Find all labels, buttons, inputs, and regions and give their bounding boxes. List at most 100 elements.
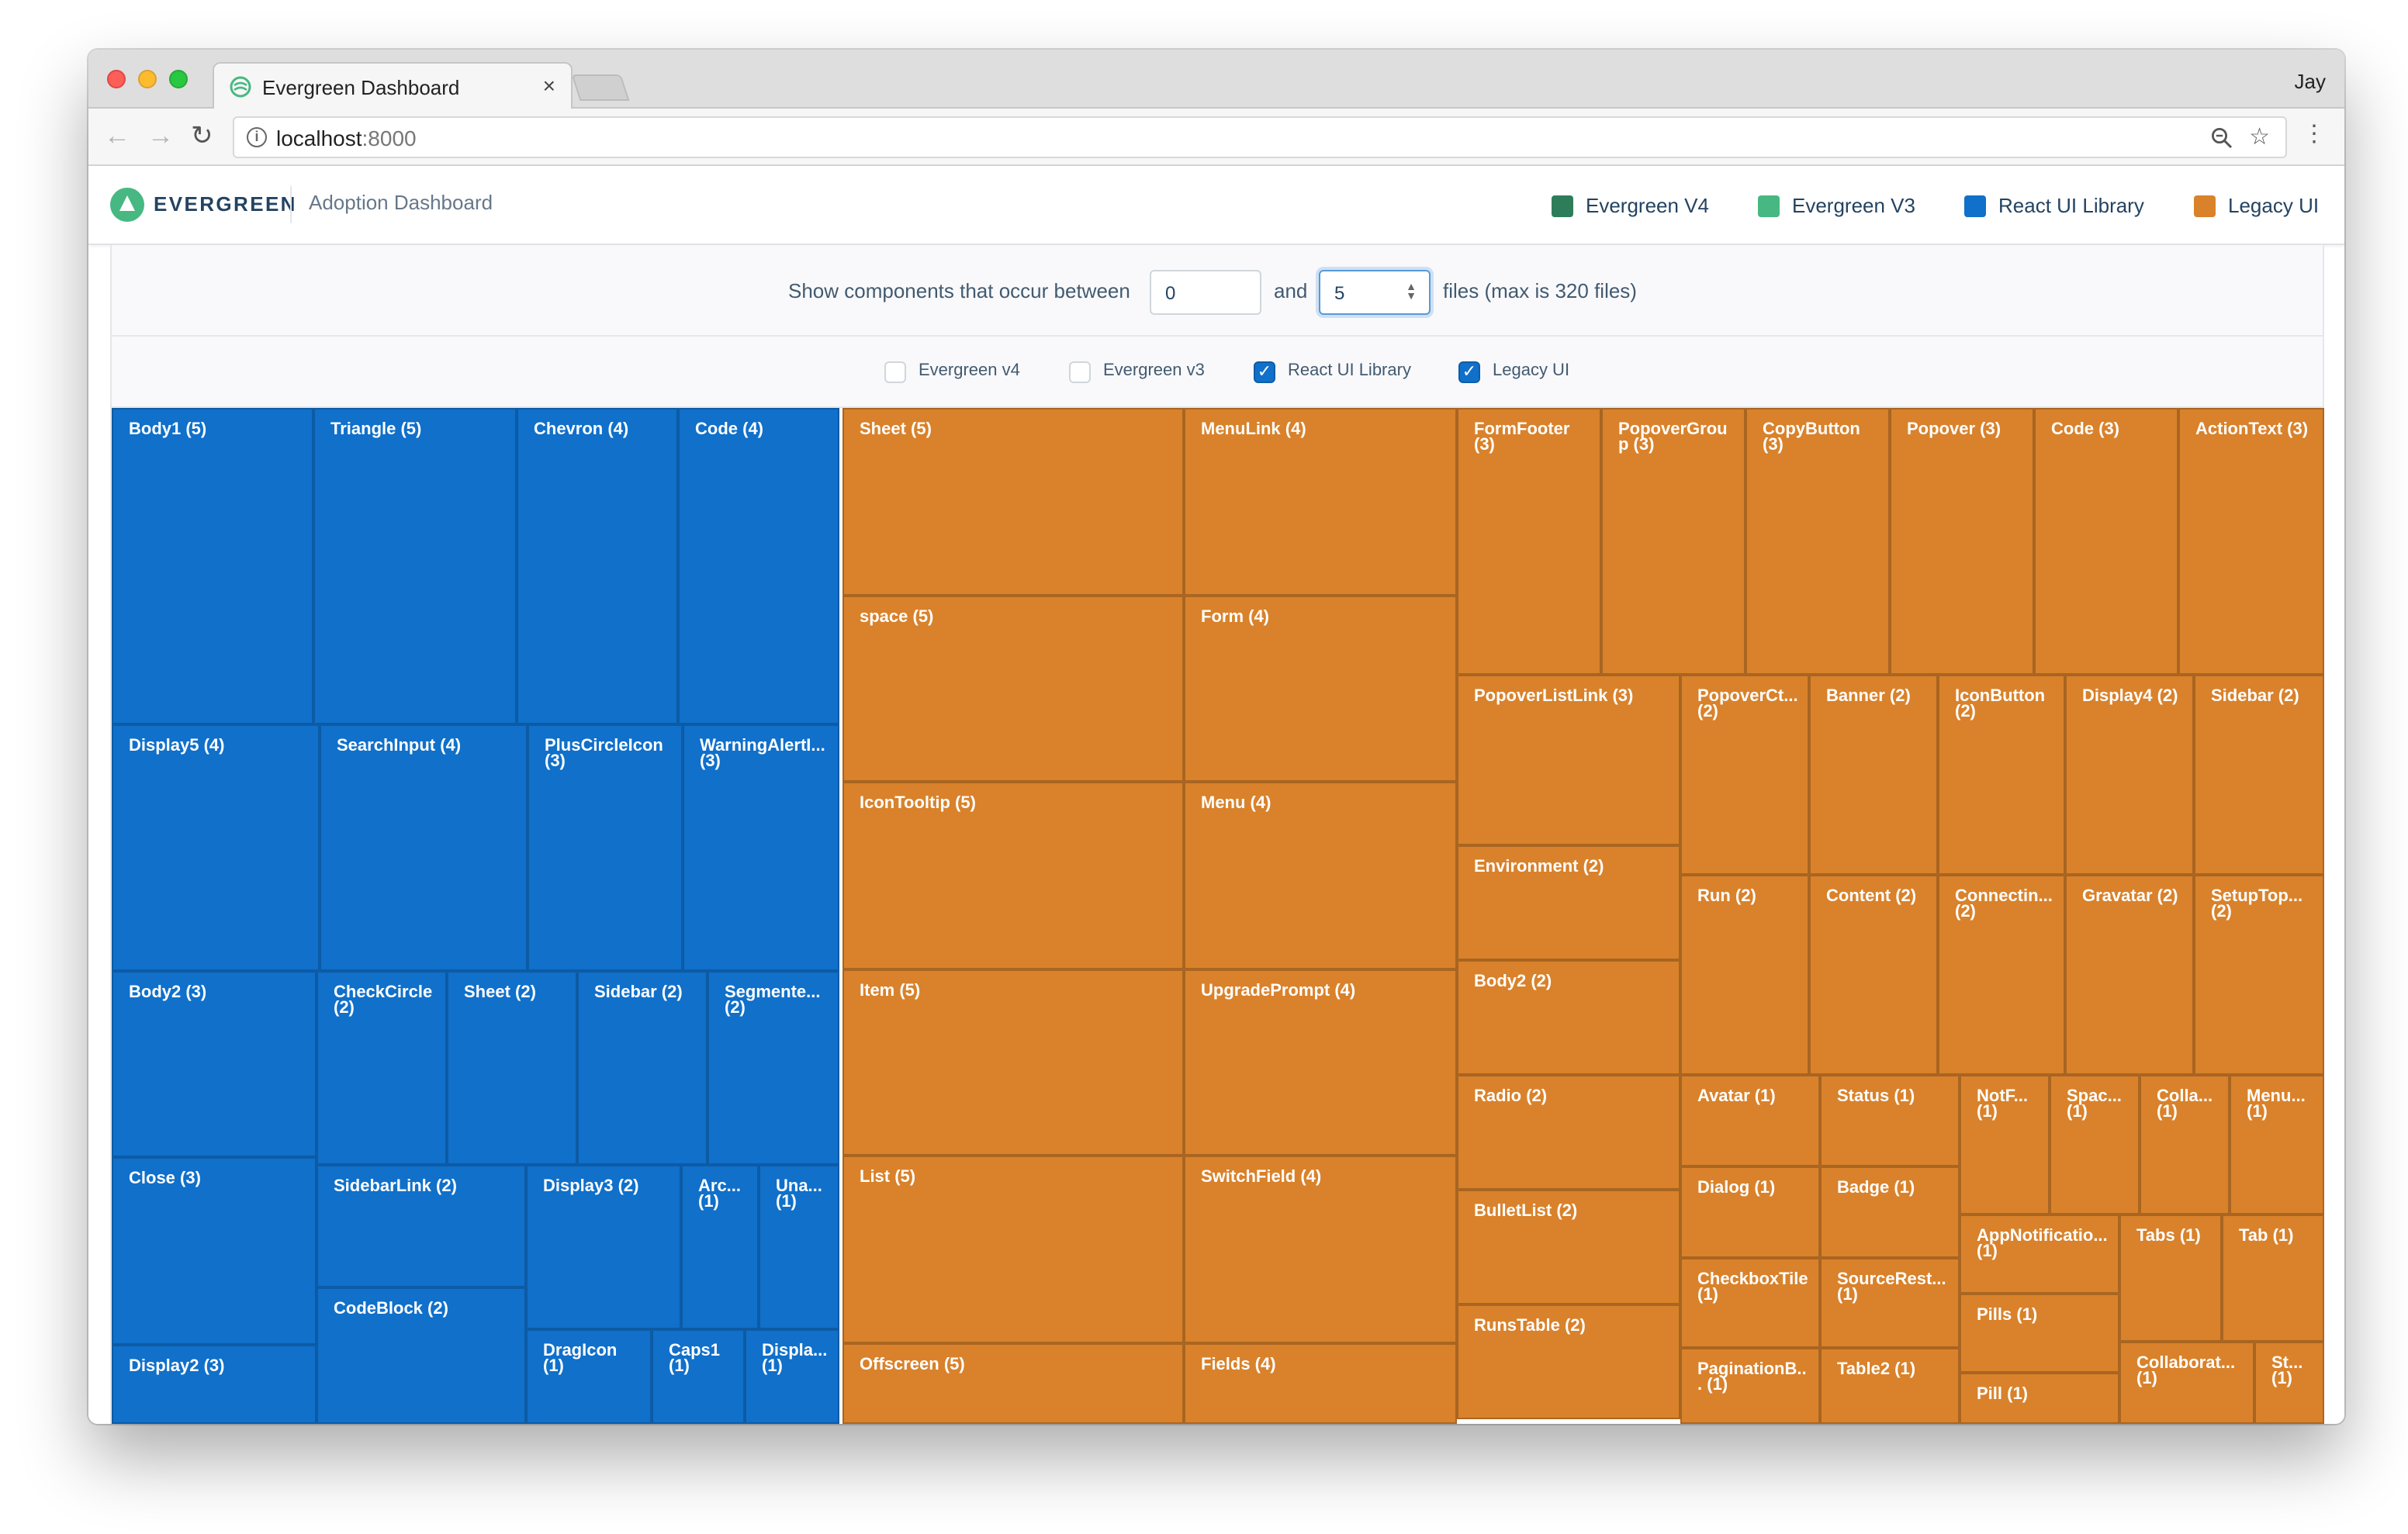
profile-name[interactable]: Jay [2294, 70, 2326, 93]
evergreen-logo-icon[interactable] [110, 188, 144, 222]
url-text[interactable]: localhost:8000 [276, 126, 417, 150]
treemap-cell[interactable]: Display5 (4) [112, 724, 320, 971]
zoom-icon[interactable] [2211, 127, 2233, 149]
treemap-cell[interactable]: Sheet (5) [842, 408, 1184, 596]
treemap-cell[interactable]: Colla... (1) [2140, 1075, 2230, 1214]
treemap-cell[interactable]: Status (1) [1820, 1075, 1960, 1166]
checkbox-box[interactable]: ✓ [1254, 361, 1275, 383]
treemap-cell[interactable]: SwitchField (4) [1184, 1156, 1457, 1343]
treemap-cell[interactable]: CodeBlock (2) [317, 1287, 526, 1424]
treemap-cell[interactable]: Connectin... (2) [1938, 875, 2065, 1075]
treemap-cell[interactable]: Environment (2) [1457, 845, 1680, 960]
treemap-cell[interactable]: Close (3) [112, 1157, 317, 1345]
treemap-cell[interactable]: Offscreen (5) [842, 1343, 1184, 1424]
treemap-cell[interactable]: Display4 (2) [2065, 675, 2194, 875]
checkbox-label[interactable]: Legacy UI [1493, 361, 1570, 380]
treemap-cell[interactable]: Banner (2) [1809, 675, 1938, 875]
treemap-cell[interactable]: IconButton (2) [1938, 675, 2065, 875]
spinner-icon[interactable]: ▲ ▼ [1406, 282, 1417, 302]
address-bar[interactable]: i localhost:8000 ☆ [233, 116, 2287, 158]
treemap-cell[interactable]: Body2 (3) [112, 971, 317, 1157]
treemap-cell[interactable]: Sheet (2) [447, 971, 577, 1165]
treemap-cell[interactable]: SidebarLink (2) [317, 1165, 526, 1287]
treemap-cell[interactable]: PopoverCt... (2) [1680, 675, 1809, 875]
treemap-cell[interactable]: PopoverListLink (3) [1457, 675, 1680, 845]
treemap-cell[interactable]: Sidebar (2) [2194, 675, 2324, 875]
info-icon[interactable]: i [247, 127, 267, 147]
treemap-cell[interactable]: Sidebar (2) [577, 971, 708, 1165]
treemap-cell[interactable]: MenuLink (4) [1184, 408, 1457, 596]
treemap-cell[interactable]: Fields (4) [1184, 1343, 1457, 1424]
treemap-cell[interactable]: UpgradePrompt (4) [1184, 969, 1457, 1156]
browser-menu-icon[interactable]: ⋮ [2302, 121, 2326, 147]
treemap-cell[interactable]: AppNotificatio... (1) [1960, 1214, 2119, 1294]
browser-tab[interactable]: Evergreen Dashboard × [213, 62, 573, 110]
treemap-cell[interactable]: Triangle (5) [313, 408, 517, 724]
treemap-cell[interactable]: RunsTable (2) [1457, 1304, 1680, 1419]
window-close-button[interactable] [107, 70, 126, 88]
checkbox-box[interactable] [884, 361, 906, 383]
treemap-cell[interactable]: PlusCircleIcon (3) [528, 724, 683, 971]
treemap-cell[interactable]: Display3 (2) [526, 1165, 681, 1329]
treemap-cell[interactable]: DragIcon (1) [526, 1329, 652, 1424]
treemap-cell[interactable]: BulletList (2) [1457, 1190, 1680, 1304]
treemap-cell[interactable]: Code (4) [678, 408, 839, 724]
treemap-cell[interactable]: Segmente... (2) [708, 971, 839, 1165]
treemap-cell[interactable]: Menu... (1) [2230, 1075, 2324, 1214]
treemap-cell[interactable]: Pill (1) [1960, 1373, 2119, 1424]
treemap-cell[interactable]: ActionText (3) [2178, 408, 2324, 675]
treemap-cell[interactable]: SourceRest... (1) [1820, 1258, 1960, 1348]
checkbox-label[interactable]: React UI Library [1288, 361, 1411, 380]
treemap-cell[interactable]: Dialog (1) [1680, 1166, 1820, 1258]
checkbox-label[interactable]: Evergreen v3 [1103, 361, 1205, 380]
treemap-cell[interactable]: Displa... (1) [745, 1329, 839, 1424]
treemap-cell[interactable]: WarningAlertI... (3) [683, 724, 839, 971]
treemap-cell[interactable]: List (5) [842, 1156, 1184, 1343]
treemap-cell[interactable]: Avatar (1) [1680, 1075, 1820, 1166]
bookmark-star-icon[interactable]: ☆ [2249, 124, 2270, 150]
window-minimize-button[interactable] [138, 70, 157, 88]
treemap-cell[interactable]: Caps1 (1) [652, 1329, 745, 1424]
checkbox-box[interactable]: ✓ [1458, 361, 1480, 383]
treemap-cell[interactable]: CopyButton (3) [1745, 408, 1890, 675]
treemap-cell[interactable]: Content (2) [1809, 875, 1938, 1075]
treemap-cell[interactable]: Run (2) [1680, 875, 1809, 1075]
brand-name[interactable]: EVERGREEN [154, 192, 297, 216]
treemap-cell[interactable]: space (5) [842, 596, 1184, 782]
treemap-cell[interactable]: SetupTop... (2) [2194, 875, 2324, 1075]
treemap-cell[interactable]: CheckboxTile (1) [1680, 1258, 1820, 1348]
treemap-cell[interactable]: PopoverGroup (3) [1601, 408, 1745, 675]
treemap-cell[interactable]: St... (1) [2254, 1342, 2324, 1424]
forward-arrow-icon[interactable]: → [147, 121, 174, 150]
treemap-cell[interactable]: PaginationB... (1) [1680, 1348, 1820, 1424]
treemap-cell[interactable]: Collaborat... (1) [2119, 1342, 2254, 1424]
treemap-cell[interactable]: FormFooter (3) [1457, 408, 1601, 675]
min-files-input[interactable]: 0 [1150, 270, 1261, 315]
treemap-cell[interactable]: Gravatar (2) [2065, 875, 2194, 1075]
treemap-cell[interactable]: SearchInput (4) [320, 724, 528, 971]
treemap-cell[interactable]: Menu (4) [1184, 782, 1457, 969]
treemap-cell[interactable]: Code (3) [2034, 408, 2178, 675]
checkbox-box[interactable] [1069, 361, 1091, 383]
reload-icon[interactable]: ↻ [191, 121, 213, 150]
tab-close-icon[interactable]: × [542, 73, 555, 98]
treemap-cell[interactable]: IconTooltip (5) [842, 782, 1184, 969]
checkbox-label[interactable]: Evergreen v4 [919, 361, 1020, 380]
treemap-cell[interactable]: Body2 (2) [1457, 960, 1680, 1075]
treemap-cell[interactable]: NotF... (1) [1960, 1075, 2050, 1214]
treemap-cell[interactable]: Body1 (5) [112, 408, 313, 724]
treemap-cell[interactable]: Badge (1) [1820, 1166, 1960, 1258]
treemap-cell[interactable]: CheckCircle (2) [317, 971, 447, 1165]
window-maximize-button[interactable] [169, 70, 188, 88]
treemap-cell[interactable]: Item (5) [842, 969, 1184, 1156]
treemap-cell[interactable]: Tabs (1) [2119, 1214, 2222, 1342]
new-tab-button[interactable] [571, 74, 630, 101]
treemap-cell[interactable]: Radio (2) [1457, 1075, 1680, 1190]
treemap-cell[interactable]: Una... (1) [759, 1165, 839, 1329]
treemap-cell[interactable]: Popover (3) [1890, 408, 2034, 675]
treemap-cell[interactable]: Table2 (1) [1820, 1348, 1960, 1424]
treemap-cell[interactable]: Arc... (1) [681, 1165, 759, 1329]
treemap-cell[interactable]: Chevron (4) [517, 408, 678, 724]
treemap-cell[interactable]: Tab (1) [2222, 1214, 2324, 1342]
max-files-input[interactable]: 5 ▲ ▼ [1319, 270, 1431, 315]
